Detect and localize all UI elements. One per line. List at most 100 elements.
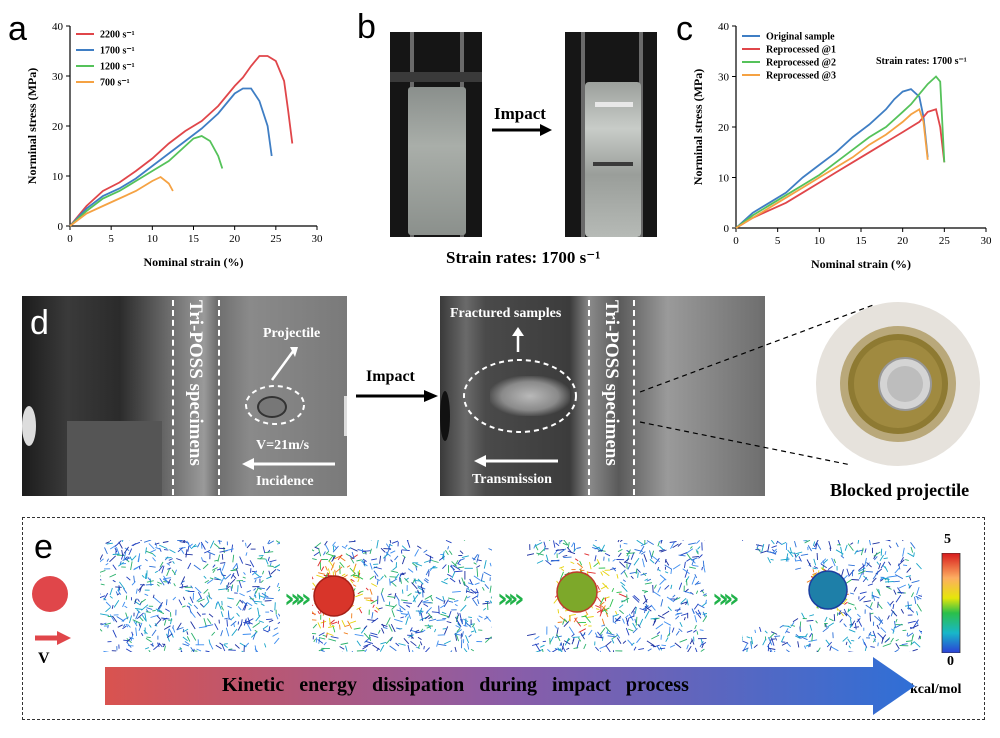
stress-strain-chart-a: 0 5 10 15 20 25 30 0 10 20 30 40 Nominal strain (%) N… <box>25 21 324 269</box>
x-tick-label: 25 <box>270 233 282 245</box>
y-tick-label: 10 <box>52 171 64 183</box>
series-line-2 <box>735 108 946 229</box>
y-tick-label: 30 <box>52 71 64 83</box>
fractured-samples-label: Fractured samples <box>450 306 562 321</box>
zoom-lines <box>639 303 877 466</box>
sample-after-photo <box>565 32 657 237</box>
series-line-1 <box>69 55 294 227</box>
velocity-arrow <box>35 631 71 645</box>
simulation-frame-4 <box>742 540 922 652</box>
incidence-arrow <box>242 458 335 470</box>
panel-label-d: d <box>30 304 49 342</box>
projectile-sphere <box>32 576 68 612</box>
specimen-boundary-left-2 <box>588 300 590 495</box>
impact-label-b: Impact <box>494 104 546 123</box>
y-axis-label: Norminal stress (MPa) <box>25 68 39 184</box>
x-tick-label: 10 <box>814 235 826 247</box>
y-tick-label: 0 <box>58 221 64 233</box>
x-tick-label: 30 <box>312 233 324 245</box>
simulation-frame-2 <box>312 540 492 652</box>
y-tick-label: 10 <box>718 173 730 185</box>
legend-label-4: Reprocessed @3 <box>766 71 836 82</box>
legend-label-1: Original sample <box>766 32 835 43</box>
legend-label-2: Reprocessed @1 <box>766 45 836 56</box>
blocked-projectile-label: Blocked projectile <box>830 480 970 500</box>
colorbar-unit: kcal/mol <box>910 682 962 697</box>
incidence-label: Incidence <box>256 474 314 489</box>
x-tick-label: 20 <box>229 233 241 245</box>
strain-rate-caption-b: Strain rates: 1700 s⁻¹ <box>446 248 601 267</box>
fragments-highlight <box>463 359 577 433</box>
fractured-pointer <box>512 327 524 352</box>
x-tick-label: 5 <box>108 233 114 245</box>
chevron-icon-3: »» <box>712 584 739 614</box>
md-network <box>742 540 922 652</box>
x-tick-label: 5 <box>775 235 781 247</box>
simulation-frame-1 <box>100 540 280 652</box>
colorbar <box>941 553 961 653</box>
sample-before-photo <box>390 32 482 237</box>
simulation-frame-3 <box>527 540 707 652</box>
panel-label-e: e <box>34 528 53 566</box>
impact-after-photo <box>440 296 765 496</box>
specimen-label-left: Tri-POSS specimens <box>185 300 206 466</box>
md-network <box>100 540 280 652</box>
projectile-ball <box>556 571 598 613</box>
stress-strain-chart-c: 0 5 10 15 20 25 30 0 10 20 30 40 Nominal strain (%) N… <box>691 21 993 271</box>
transmission-arrow <box>474 455 558 467</box>
panel-label-c: c <box>676 10 693 48</box>
velocity-label: V=21m/s <box>256 438 310 453</box>
series-line-4 <box>735 107 929 229</box>
chevron-icon-1: »» <box>284 584 311 614</box>
chevron-icon-2: »» <box>497 584 524 614</box>
y-tick-label: 20 <box>718 122 730 134</box>
x-tick-label: 15 <box>188 233 200 245</box>
specimen-boundary-left <box>172 300 174 495</box>
impact-label-d: Impact <box>366 368 415 385</box>
md-network <box>312 540 492 652</box>
specimen-boundary-right <box>218 300 220 495</box>
blocked-projectile-photo <box>816 302 980 466</box>
x-tick-label: 0 <box>733 235 739 247</box>
energy-dissipation-text: Kinetic energy dissipation during impact… <box>222 674 689 696</box>
impact-arrow-b <box>492 124 552 136</box>
x-tick-label: 30 <box>981 235 993 247</box>
velocity-symbol: V <box>38 650 50 667</box>
specimen-boundary-right-2 <box>633 300 635 495</box>
y-axis-label: Norminal stress (MPa) <box>691 69 705 185</box>
x-tick-label: 25 <box>939 235 951 247</box>
colorbar-min: 0 <box>947 654 954 669</box>
energy-dissipation-arrow <box>105 657 915 715</box>
legend-label-2: 1700 s⁻¹ <box>100 46 135 57</box>
impact-arrow-d <box>356 390 438 402</box>
series-line-2 <box>69 87 273 227</box>
legend-label-4: 700 s⁻¹ <box>100 78 130 89</box>
series-line-3 <box>735 75 946 229</box>
y-tick-label: 0 <box>724 223 730 235</box>
chart-annotation: Strain rates: 1700 s⁻¹ <box>876 56 967 67</box>
colorbar-max: 5 <box>944 532 951 547</box>
series-line-3 <box>69 135 224 227</box>
panel-e-frame <box>22 517 985 720</box>
y-tick-label: 30 <box>718 72 730 84</box>
transmission-label: Transmission <box>472 472 552 487</box>
projectile-highlight <box>245 385 305 425</box>
series-line-1 <box>735 88 929 229</box>
projectile-pointer <box>270 347 298 381</box>
panel-label-b: b <box>357 8 376 46</box>
x-tick-label: 10 <box>147 233 159 245</box>
legend-label-3: Reprocessed @2 <box>766 58 836 69</box>
y-tick-label: 40 <box>718 21 730 33</box>
x-tick-label: 0 <box>67 233 73 245</box>
legend-label-3: 1200 s⁻¹ <box>100 62 135 73</box>
series-line-4 <box>69 175 174 227</box>
projectile-ball <box>808 570 848 610</box>
y-tick-label: 40 <box>52 21 64 33</box>
projectile-ball <box>313 575 355 617</box>
x-tick-label: 20 <box>897 235 909 247</box>
specimen-label-right: Tri-POSS specimens <box>601 300 622 466</box>
x-tick-label: 15 <box>856 235 868 247</box>
y-tick-label: 20 <box>52 121 64 133</box>
panel-label-a: a <box>8 10 27 48</box>
md-network <box>527 540 707 652</box>
